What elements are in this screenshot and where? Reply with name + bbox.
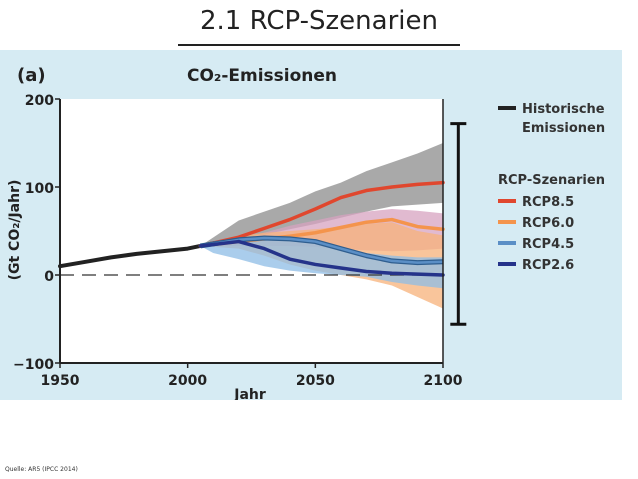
- band-gray-uncertainty-band: [200, 143, 443, 246]
- y-tick-label: 200: [25, 93, 54, 109]
- rcp45-line: [200, 236, 444, 264]
- legend-historic-line1: Historische: [522, 102, 605, 117]
- legend-historic-line2: Emissionen: [522, 121, 605, 136]
- legend-label-rcp85: RCP8.5: [522, 195, 574, 210]
- title-underline: [178, 44, 460, 46]
- legend-label-rcp60: RCP6.0: [522, 216, 574, 231]
- panel-label: (a): [17, 65, 46, 86]
- legend-label-rcp26: RCP2.6: [522, 258, 574, 273]
- x-tick-label: 2100: [424, 373, 463, 389]
- x-tick-label: 1950: [41, 373, 80, 389]
- rcp85-line: [198, 180, 445, 248]
- chart-figure: −100 0 100 200 1950 2000 2050 2100 (a) CO₂-Emis…: [0, 50, 622, 400]
- y-tick-label: 0: [44, 269, 54, 285]
- historic-line: [58, 241, 216, 269]
- co2-emissions-chart: −100 0 100 200 1950 2000 2050 2100 (a) CO₂-Emis…: [7, 65, 605, 400]
- x-axis-label: Jahr: [233, 387, 266, 400]
- y-tick-label: −100: [13, 357, 54, 373]
- legend-label-rcp45: RCP4.5: [522, 237, 574, 252]
- chart-legend: Historische Emissionen RCP-Szenarien RCP…: [498, 102, 605, 273]
- slide-title: 2.1 RCP-Szenarien: [200, 6, 438, 36]
- rcp26-line: [198, 239, 445, 277]
- x-tick-label: 2050: [296, 373, 335, 389]
- x-tick-label: 2000: [168, 373, 207, 389]
- chart-title: CO₂-Emissionen: [187, 66, 337, 86]
- legend-scenario-heading: RCP-Szenarien: [498, 173, 605, 188]
- band-blue-uncertainty-band: [200, 238, 443, 289]
- source-note: Quelle: AR5 (IPCC 2014): [5, 466, 78, 473]
- y-axis-label: (Gt CO₂/Jahr): [7, 180, 23, 281]
- y-tick-label: 100: [25, 181, 54, 197]
